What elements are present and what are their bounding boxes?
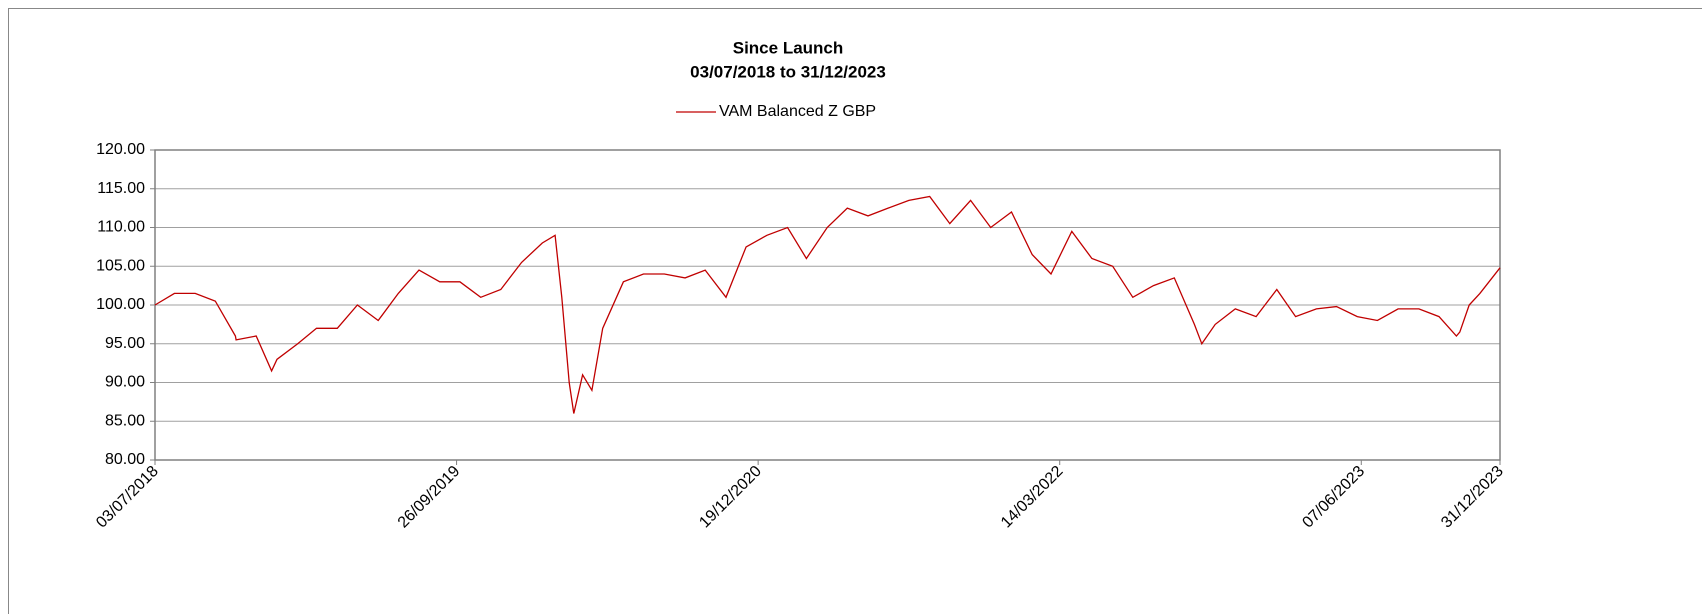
legend-label: VAM Balanced Z GBP	[719, 103, 876, 120]
y-tick-label: 95.00	[105, 335, 145, 352]
y-tick-label: 100.00	[96, 296, 145, 313]
chart-subtitle: 03/07/2018 to 31/12/2023	[690, 62, 886, 81]
y-tick-label: 85.00	[105, 412, 145, 429]
y-tick-label: 80.00	[105, 451, 145, 468]
chart-title: Since Launch	[733, 38, 844, 57]
chart-frame	[8, 8, 1702, 614]
y-tick-label: 90.00	[105, 374, 145, 391]
y-tick-label: 110.00	[97, 219, 145, 236]
y-tick-label: 120.00	[96, 141, 145, 158]
y-tick-label: 115.00	[97, 180, 145, 197]
y-tick-label: 105.00	[96, 257, 145, 274]
series-line	[154, 195, 1501, 414]
